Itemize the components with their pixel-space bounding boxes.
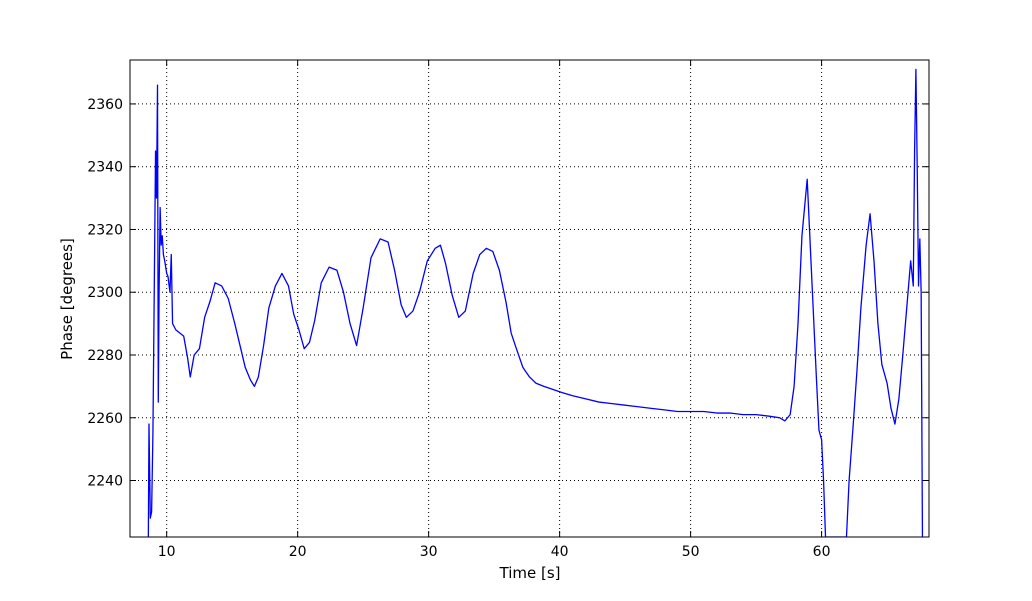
series-line-0 <box>147 68 924 537</box>
tick-marks <box>130 60 929 537</box>
y-tick-label-1: 2260 <box>87 411 123 427</box>
y-tick-label-0: 2240 <box>87 474 123 490</box>
y-tick-label-5: 2340 <box>87 160 123 176</box>
x-tick-label-3: 40 <box>551 544 569 560</box>
y-tick-label-2: 2280 <box>87 348 123 364</box>
axes-frame <box>129 59 930 538</box>
y-axis-label: Phase [degrees] <box>58 238 76 360</box>
y-tick-label-3: 2300 <box>87 285 123 301</box>
x-axis-label: Time [s] <box>499 564 561 582</box>
y-tick-label-4: 2320 <box>87 222 123 238</box>
x-tick-label-1: 20 <box>289 544 307 560</box>
tick-labels: 10 20 30 40 50 60 2240 2260 2280 2300 2320 2340 2360 <box>87 97 830 560</box>
plot-frame <box>129 59 930 538</box>
y-tick-label-6: 2360 <box>87 97 123 113</box>
grid-lines <box>130 60 929 537</box>
series-layer <box>147 68 924 537</box>
x-tick-label-0: 10 <box>158 544 176 560</box>
x-tick-label-2: 30 <box>420 544 438 560</box>
x-tick-label-5: 60 <box>813 544 831 560</box>
x-tick-label-4: 50 <box>682 544 700 560</box>
